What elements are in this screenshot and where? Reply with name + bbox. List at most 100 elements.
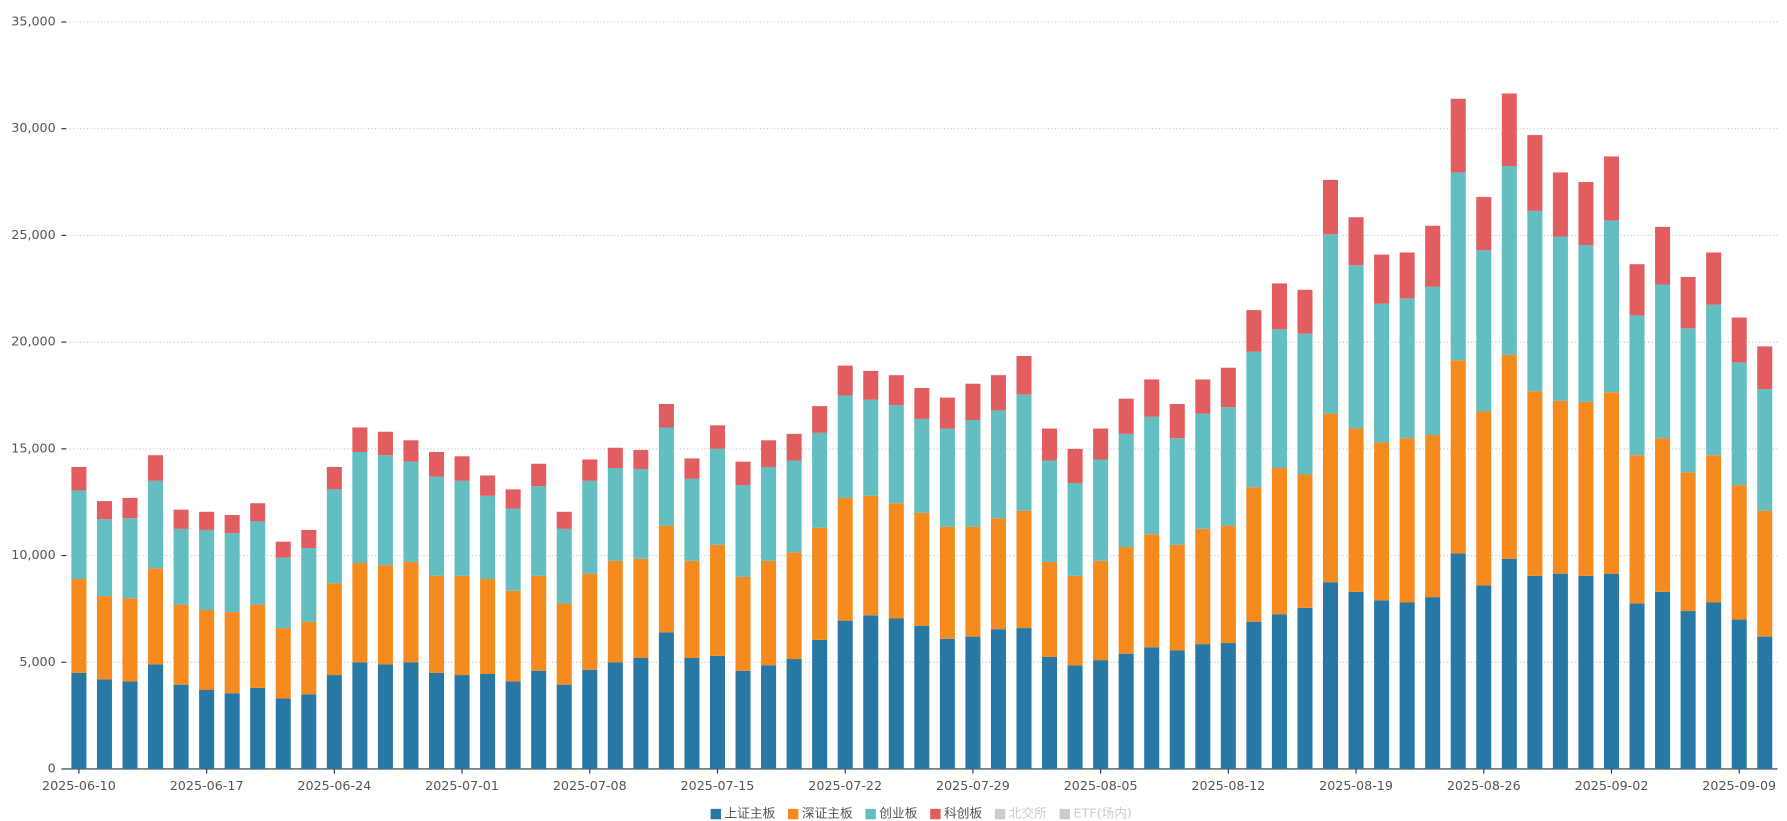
x-tick-label: 2025-08-19 [1319,778,1393,793]
bar-segment [250,521,266,605]
bar-segment [1603,220,1620,393]
bar-segment [199,609,215,690]
bar-segment [837,395,853,498]
legend-label[interactable]: 上证主板 [724,806,775,821]
bar-segment [888,618,904,769]
legend-label[interactable]: ETF(场内) [1073,806,1131,821]
bar-segment [428,672,445,769]
bar-segment [531,670,547,769]
bar-segment [199,689,215,769]
legend-swatch [788,808,799,820]
bar-segment [1169,650,1185,769]
bar-segment [1731,619,1747,769]
bar-segment [1067,575,1083,666]
bar-segment [1093,660,1109,769]
bar-segment [1603,573,1620,769]
bar-segment [1552,400,1568,574]
bar-segment [505,590,521,682]
bar-segment [1195,528,1211,645]
bar-segment [122,497,138,519]
bar-segment [326,583,342,676]
bar-segment [1374,442,1390,601]
bar-segment [1629,455,1645,604]
bar-segment [1425,597,1441,769]
bar-segment [990,375,1006,411]
bar-segment [71,672,87,769]
bar-segment [658,404,674,428]
bar-segment [1323,582,1339,769]
bar-segment [224,693,240,769]
bar-segment [761,466,777,561]
bar-segment [1527,391,1543,576]
bar-segment [888,375,904,406]
bar-segment [1629,264,1645,316]
bar-segment [1271,329,1287,469]
bar-segment [965,420,981,527]
bar-segment [122,598,138,682]
bar-segment [1220,407,1236,526]
bar-segment [556,603,572,685]
bar-segment [1399,298,1415,439]
bar-segment [990,629,1006,769]
bar-segment [250,687,266,769]
bar-segment [71,490,87,580]
bar-segment [965,526,981,637]
bar-segment [1195,413,1211,529]
bar-segment [1680,277,1696,329]
x-tick-label: 2025-09-09 [1702,778,1776,793]
bar-segment [684,478,700,561]
bar-segment [761,560,777,666]
bar-segment [1757,389,1773,511]
bar-segment [224,612,240,694]
bar-segment [1552,573,1568,769]
bar-segment [1476,196,1492,251]
bar-segment [1118,653,1134,769]
legend-label[interactable]: 科创板 [944,806,982,821]
bar-segment [837,620,853,769]
bar-segment [122,518,138,599]
bar-segment [786,659,802,769]
bar-segment [1323,413,1339,583]
bar-segment [1118,547,1134,654]
y-tick-label: 0 [48,760,56,775]
bar-segment [250,604,266,688]
bar-segment [1220,525,1236,644]
legend-label[interactable]: 深证主板 [802,806,853,821]
bar-segment [1706,602,1722,769]
bar-segment [531,575,547,671]
legend-label[interactable]: 北交所 [1009,806,1047,821]
bar-segment [1297,289,1313,334]
bar-segment [1297,474,1313,608]
x-tick-label: 2025-06-24 [297,778,371,793]
bar-segment [1501,93,1517,167]
bar-segment [326,489,342,584]
bar-segment [582,669,598,769]
bar-segment [480,475,496,496]
y-tick-label: 35,000 [11,13,55,28]
bar-segment [735,461,751,486]
bar-segment [965,636,981,769]
bar-segment [326,675,342,769]
bar-segment [939,428,955,527]
bar-segment [275,557,291,629]
legend-label[interactable]: 创业板 [879,806,917,821]
bar-segment [1042,561,1058,657]
x-tick-label: 2025-07-29 [936,778,1010,793]
bar-segment [1195,644,1211,769]
bar-segment [96,501,112,520]
bar-segment [454,675,470,769]
bar-segment [505,508,521,591]
bar-segment [1450,98,1466,173]
legend-swatch [710,808,722,820]
x-tick-label: 2025-07-22 [808,778,882,793]
bar-segment [1297,607,1313,769]
bar-segment [377,565,393,665]
bar-segment [1348,591,1364,769]
bar-segment [480,495,496,580]
x-tick-label: 2025-09-02 [1575,778,1649,793]
bar-segment [326,466,342,490]
bar-segment [633,449,649,470]
bar-segment [888,405,904,504]
legend-swatch [865,808,876,820]
bar-segment [1246,621,1262,769]
